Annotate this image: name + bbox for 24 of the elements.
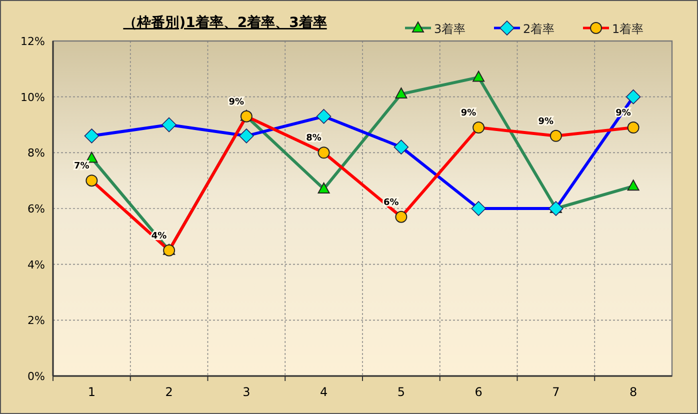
- x-tick-label: 2: [165, 385, 173, 399]
- y-tick-label: 6%: [28, 202, 45, 216]
- x-tick-label: 5: [397, 385, 406, 399]
- y-tick-label: 8%: [28, 146, 45, 160]
- y-tick-label: 12%: [20, 35, 45, 48]
- x-tick-label: 6: [474, 385, 482, 399]
- y-tick-label: 10%: [20, 90, 45, 104]
- data-label: 7%: [74, 162, 90, 172]
- data-label: 9%: [228, 97, 244, 108]
- y-tick-label: 2%: [28, 314, 45, 328]
- x-tick-label: 1: [88, 385, 96, 399]
- y-tick-label: 4%: [28, 258, 45, 272]
- y-tick-label: 0%: [28, 370, 45, 383]
- x-tick-label: 8: [629, 385, 638, 399]
- data-label: 8%: [306, 134, 322, 144]
- legend-label: 1着率: [612, 22, 644, 36]
- x-tick-label: 7: [552, 385, 560, 399]
- data-label: 9%: [538, 116, 554, 127]
- x-tick-label: 4: [320, 385, 328, 399]
- data-label: 9%: [460, 108, 476, 119]
- legend-label: 2着率: [523, 22, 555, 36]
- x-tick-label: 3: [242, 385, 250, 399]
- legend-label: 3着率: [434, 22, 466, 36]
- chart-title: （枠番別)1着率、2着率、3着率: [123, 14, 327, 31]
